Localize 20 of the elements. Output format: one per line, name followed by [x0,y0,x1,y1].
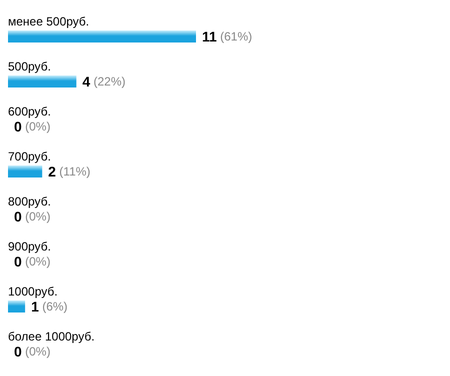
data-label: 2 (11%) [48,164,90,180]
data-label: 0 (0%) [14,344,50,360]
y-tick-label: менее 500руб. [8,14,90,28]
data-label: 4 (22%) [82,74,126,90]
y-tick-label: 800руб. [8,194,51,208]
data-label: 0 (0%) [14,118,50,134]
data-label: 0 (0%) [14,208,50,224]
data-label: 1 (6%) [31,298,68,314]
y-tick-label: более 1000руб. [8,330,95,344]
y-tick-label: 500руб. [8,60,51,74]
bar [8,166,42,178]
y-tick-label: 900руб. [8,240,51,254]
bar [8,300,26,312]
bar [8,76,76,88]
y-tick-label: 700руб. [8,150,51,164]
y-tick-label: 600руб. [8,104,51,118]
y-tick-label: 1000руб. [8,284,58,298]
data-label: 11 (61%) [202,28,252,44]
bar [8,30,196,42]
data-label: 0 (0%) [14,254,50,270]
